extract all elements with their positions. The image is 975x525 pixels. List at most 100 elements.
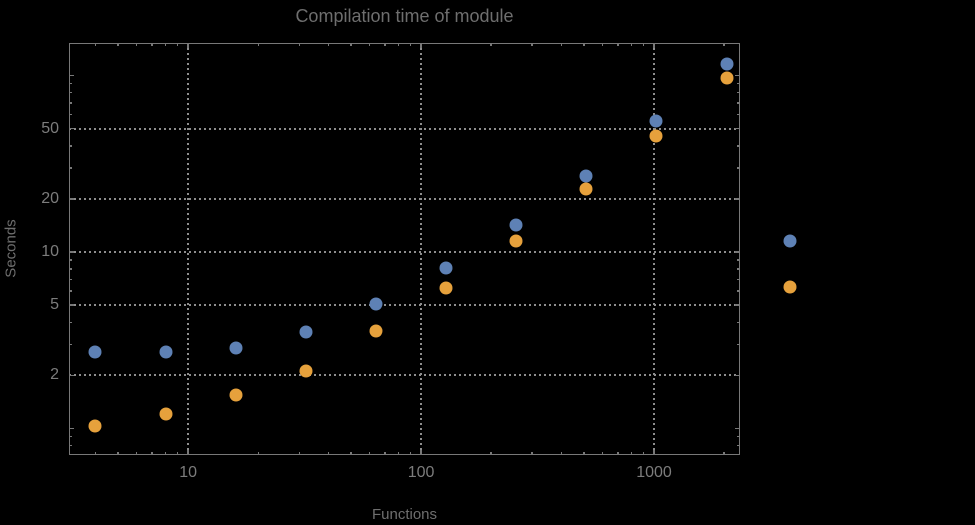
- x-minor-tick: [350, 43, 352, 46]
- x-minor-tick: [298, 43, 301, 46]
- x-minor-tick: [723, 43, 725, 46]
- y-major-tick: [735, 251, 740, 253]
- x-minor-tick: [117, 452, 119, 455]
- y-gridline: [69, 304, 740, 307]
- y-tick-label: 2: [50, 366, 59, 384]
- data-point-orange: [299, 364, 313, 378]
- data-point-blue: [299, 325, 313, 339]
- y-minor-tick: [69, 91, 72, 94]
- data-point-orange: [649, 129, 663, 143]
- y-major-tick: [735, 304, 740, 306]
- y-minor-tick: [737, 113, 740, 116]
- data-point-blue: [579, 169, 593, 183]
- x-minor-tick: [617, 43, 619, 46]
- data-point-blue: [229, 341, 243, 355]
- x-minor-tick: [164, 452, 167, 455]
- y-tick-label: 20: [41, 189, 59, 207]
- x-minor-tick: [151, 452, 153, 455]
- y-major-tick: [69, 427, 74, 430]
- x-major-tick: [420, 43, 422, 48]
- y-minor-tick: [737, 343, 740, 346]
- x-gridline: [187, 43, 190, 455]
- data-point-blue: [159, 345, 173, 359]
- x-minor-tick: [176, 43, 179, 46]
- data-point-blue: [720, 57, 734, 71]
- x-minor-tick: [409, 43, 412, 46]
- plot-area: [69, 43, 740, 455]
- x-major-tick: [653, 43, 655, 48]
- x-minor-tick: [630, 43, 633, 46]
- y-minor-tick: [69, 278, 72, 281]
- x-minor-tick: [617, 452, 619, 455]
- data-point-orange: [579, 182, 593, 196]
- y-minor-tick: [737, 278, 740, 281]
- x-minor-tick: [135, 43, 138, 46]
- data-point-orange: [88, 419, 102, 433]
- x-minor-tick: [298, 452, 301, 455]
- y-minor-tick: [69, 145, 72, 147]
- y-tick-label: 10: [41, 243, 59, 261]
- x-minor-tick: [327, 452, 330, 455]
- y-gridline: [69, 251, 740, 254]
- x-major-tick: [187, 43, 189, 48]
- y-minor-tick: [737, 102, 740, 104]
- data-point-blue: [509, 218, 523, 232]
- x-axis-label: Functions: [371, 506, 438, 523]
- data-point-orange: [439, 281, 453, 295]
- y-minor-tick: [69, 113, 72, 116]
- x-minor-tick: [531, 452, 533, 455]
- data-point-orange: [369, 324, 383, 338]
- y-major-tick: [69, 374, 74, 377]
- offplot-point-orange: [783, 280, 797, 294]
- x-tick-label: 10: [179, 464, 198, 481]
- x-minor-tick: [560, 43, 563, 46]
- data-point-blue: [88, 345, 102, 359]
- y-major-tick: [735, 427, 740, 430]
- y-minor-tick: [737, 82, 740, 85]
- x-minor-tick: [164, 43, 167, 46]
- y-axis-label: Seconds: [2, 219, 20, 278]
- y-gridline: [69, 127, 740, 130]
- y-major-tick: [69, 74, 74, 77]
- chart-title: Compilation time of module: [295, 6, 514, 26]
- y-major-tick: [735, 74, 740, 77]
- x-minor-tick: [601, 43, 604, 46]
- y-minor-tick: [69, 268, 72, 270]
- x-gridline: [652, 43, 655, 455]
- x-minor-tick: [117, 43, 119, 46]
- x-tick-label: 1000: [636, 464, 672, 481]
- x-minor-tick: [601, 452, 604, 455]
- x-minor-tick: [176, 452, 179, 455]
- y-major-tick: [69, 127, 74, 130]
- y-gridline: [69, 197, 740, 200]
- y-minor-tick: [69, 167, 72, 169]
- y-minor-tick: [69, 259, 72, 261]
- y-minor-tick: [69, 435, 72, 438]
- x-minor-tick: [397, 452, 400, 455]
- y-major-tick: [735, 198, 740, 200]
- y-minor-tick: [69, 290, 72, 292]
- x-minor-tick: [135, 452, 138, 455]
- y-major-tick: [735, 374, 740, 377]
- x-minor-tick: [257, 452, 259, 455]
- x-minor-tick: [642, 452, 645, 455]
- x-minor-tick: [531, 43, 533, 46]
- y-major-tick: [69, 198, 74, 200]
- y-minor-tick: [737, 435, 740, 438]
- y-major-tick: [69, 251, 74, 253]
- x-minor-tick: [409, 452, 412, 455]
- x-minor-tick: [94, 43, 97, 46]
- x-minor-tick: [583, 43, 585, 46]
- x-minor-tick: [583, 452, 585, 455]
- x-minor-tick: [350, 452, 352, 455]
- y-minor-tick: [737, 167, 740, 169]
- y-minor-tick: [737, 259, 740, 261]
- data-point-orange: [229, 388, 243, 402]
- y-minor-tick: [69, 321, 72, 324]
- x-major-tick: [187, 450, 189, 455]
- x-minor-tick: [397, 43, 400, 46]
